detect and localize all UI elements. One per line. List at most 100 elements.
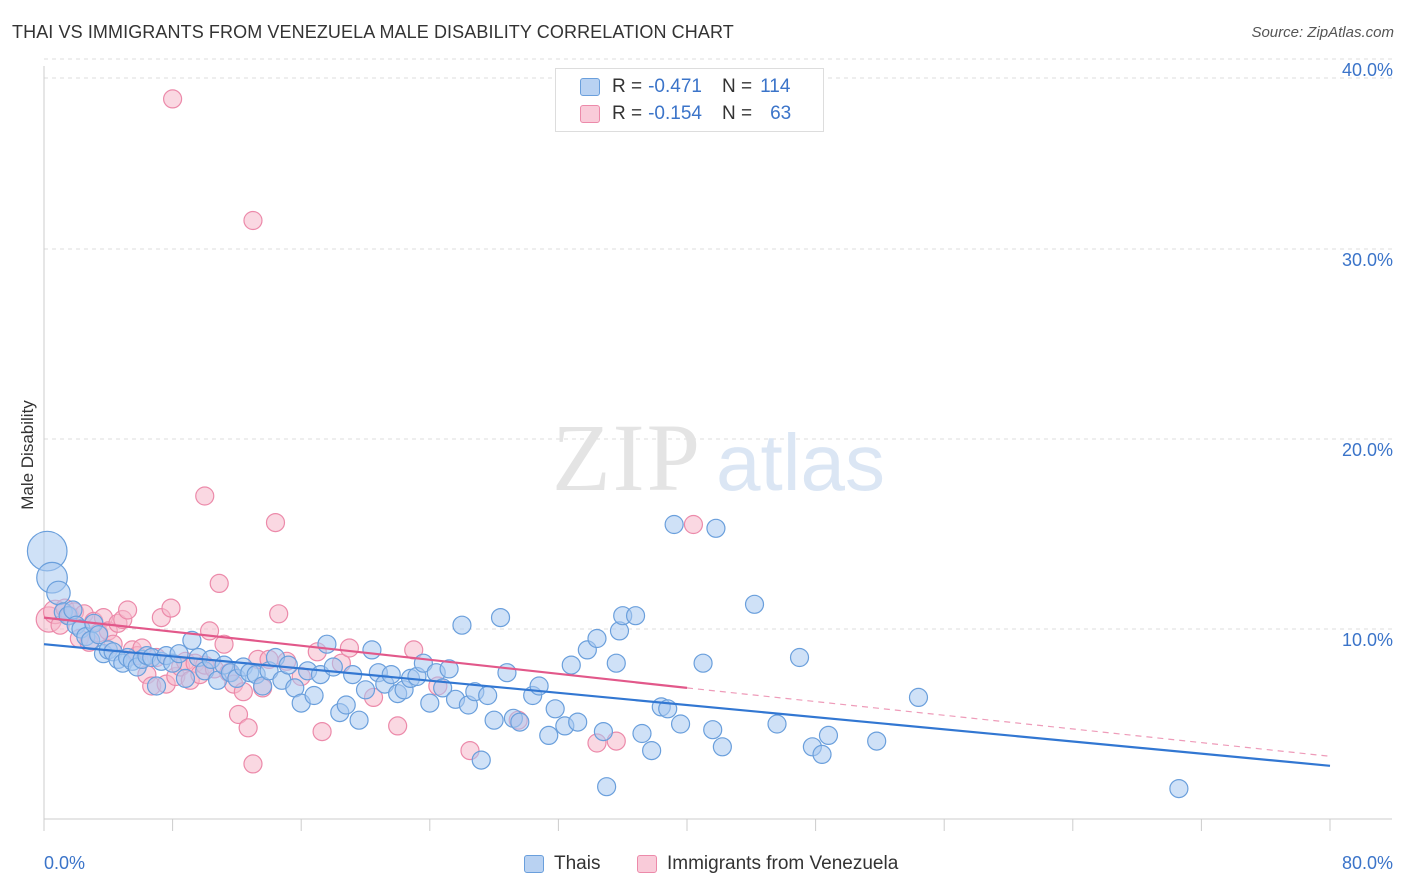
data-point-venezuela	[243, 210, 263, 231]
data-point-thais	[471, 750, 491, 770]
data-point-venezuela	[269, 604, 289, 624]
data-point-thais	[593, 721, 614, 742]
data-point-venezuela	[228, 704, 249, 725]
data-point-thais	[632, 723, 652, 744]
data-point-thais	[497, 663, 517, 683]
data-point-venezuela	[388, 716, 408, 736]
data-point-venezuela	[683, 514, 704, 535]
chart-source: Source: ZipAtlas.com	[1251, 24, 1394, 41]
watermark-zip: ZIP	[552, 404, 702, 511]
data-point-thais	[490, 607, 511, 628]
legend-row-thais: R = -0.471 N = 114	[580, 74, 790, 100]
data-point-thais	[452, 615, 472, 635]
data-point-venezuela	[195, 486, 215, 506]
data-point-thais	[789, 647, 810, 668]
y-tick-label: 40.0%	[1342, 60, 1393, 80]
legend-n-label: N =	[721, 76, 753, 97]
label-layer: 10.0% 20.0% 30.0% 40.0% 0.0% 80.0%	[44, 60, 1393, 873]
data-point-thais	[693, 653, 713, 673]
data-point-venezuela	[606, 731, 626, 751]
data-point-venezuela	[214, 634, 234, 654]
data-point-thais	[597, 777, 617, 797]
y-tick-label: 20.0%	[1342, 440, 1393, 460]
data-point-thais	[381, 664, 401, 685]
data-point-thais	[568, 712, 588, 732]
data-point-thais	[175, 668, 196, 689]
data-point-thais	[323, 657, 343, 677]
data-point-thais	[478, 685, 498, 706]
data-point-thais	[767, 714, 787, 734]
bottom-legend-label-thais: Thais	[554, 853, 601, 874]
data-point-thais	[818, 725, 839, 746]
legend-r-value-venezuela: -0.154	[648, 103, 702, 124]
y-axis-label: Male Disability	[18, 400, 37, 510]
data-point-thais	[317, 634, 337, 654]
legend-r-label: R =	[612, 103, 643, 124]
data-point-thais	[664, 514, 684, 535]
data-point-venezuela	[238, 718, 258, 738]
legend-swatch-venezuela	[580, 105, 600, 123]
y-tick-label: 10.0%	[1342, 630, 1393, 650]
data-point-thais	[420, 693, 440, 713]
trend-line-extended-venezuela	[686, 687, 1331, 757]
data-point-venezuela	[312, 721, 332, 742]
data-point-thais	[510, 712, 530, 732]
data-point-venezuela	[243, 754, 263, 774]
data-point-thais	[587, 628, 607, 649]
data-point-thais	[304, 685, 324, 706]
bottom-legend-swatch-venezuela	[637, 855, 657, 873]
trend-line-venezuela	[43, 616, 688, 689]
data-point-thais	[545, 699, 565, 719]
data-point-thais	[812, 744, 832, 765]
data-point-thais	[539, 725, 559, 746]
data-point-thais	[703, 720, 723, 740]
legend-r-label: R =	[612, 76, 643, 97]
trend-layer	[43, 616, 1331, 767]
trend-line-thais	[43, 643, 1331, 767]
data-point-thais	[89, 625, 109, 645]
legend-row-venezuela: R = -0.154 N = 63	[580, 101, 791, 127]
watermark-atlas: atlas	[716, 418, 885, 507]
data-point-thais	[278, 655, 298, 675]
points-layer	[26, 89, 1189, 799]
data-point-venezuela	[209, 573, 229, 594]
bottom-legend-swatch-thais	[524, 855, 544, 873]
data-point-thais	[625, 606, 646, 626]
data-point-thais	[146, 676, 167, 696]
grid-layer	[44, 58, 1392, 630]
x-tick-label-max: 80.0%	[1342, 853, 1393, 873]
legend-n-label: N =	[721, 103, 753, 124]
data-point-thais	[744, 594, 765, 614]
legend-r-value-thais: -0.471	[648, 76, 702, 97]
correlation-legend: R = -0.471 N = 114 R = -0.154 N = 63	[555, 68, 824, 132]
data-point-venezuela	[339, 638, 360, 658]
data-point-thais	[46, 580, 71, 606]
x-tick-label-min: 0.0%	[44, 853, 85, 873]
data-point-venezuela	[265, 512, 286, 533]
data-point-thais	[484, 710, 504, 730]
data-point-thais	[908, 687, 929, 708]
data-point-thais	[867, 731, 887, 751]
data-point-thais	[706, 518, 726, 538]
data-point-thais	[670, 714, 691, 734]
data-point-venezuela	[161, 598, 181, 618]
data-point-thais	[712, 737, 732, 757]
chart-title: THAI VS IMMIGRANTS FROM VENEZUELA MALE D…	[12, 22, 734, 42]
data-point-thais	[1169, 778, 1189, 799]
legend-n-value-venezuela: 63	[770, 103, 792, 124]
data-point-venezuela	[163, 89, 183, 109]
data-point-thais	[362, 640, 382, 660]
axis-layer	[43, 66, 1392, 831]
data-point-thais	[606, 653, 626, 673]
watermark: ZIP atlas	[552, 404, 885, 511]
data-point-thais	[349, 710, 369, 730]
data-point-venezuela	[117, 600, 138, 620]
legend-n-value-thais: 114	[760, 76, 791, 97]
bottom-legend-venezuela[interactable]: Immigrants from Venezuela	[637, 851, 898, 877]
data-point-thais	[182, 630, 202, 651]
legend-swatch-thais	[580, 78, 600, 96]
data-point-thais	[561, 655, 581, 675]
bottom-legend-thais[interactable]: Thais	[524, 851, 600, 877]
y-tick-label: 30.0%	[1342, 250, 1393, 270]
